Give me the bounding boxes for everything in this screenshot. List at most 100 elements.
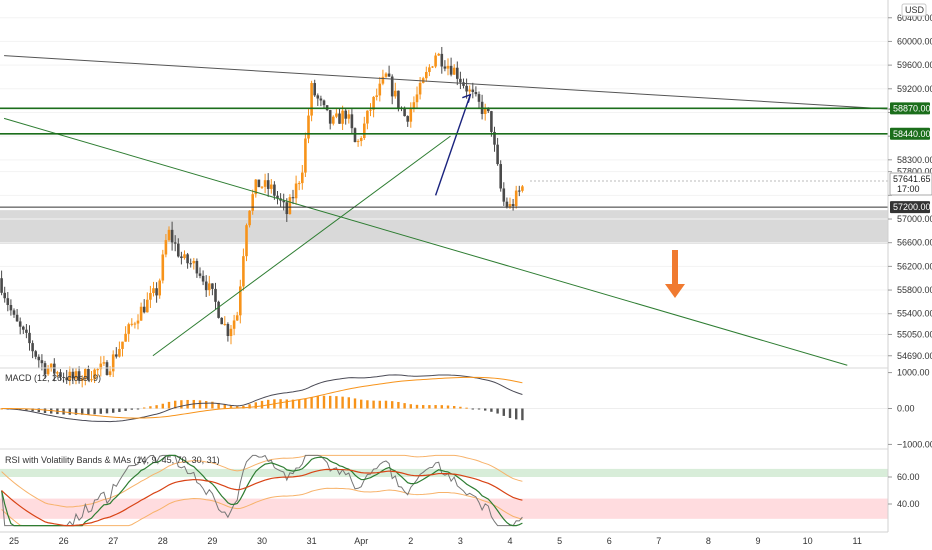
- macd-histogram-bar: [130, 408, 133, 410]
- rsi-pane[interactable]: RSI with Volatility Bands & MAs (14, 9, …: [0, 454, 888, 527]
- candle-body: [40, 360, 44, 364]
- macd-histogram-bar: [198, 400, 202, 409]
- time-tick-label: 29: [207, 536, 217, 546]
- price-pane[interactable]: [0, 17, 897, 388]
- candle-body: [297, 183, 301, 185]
- candle-body: [111, 354, 115, 372]
- macd-histogram-bar: [508, 408, 512, 418]
- macd-histogram-bar: [329, 395, 332, 409]
- candle-body: [74, 371, 78, 379]
- candle-body: [118, 348, 121, 357]
- macd-histogram-bar: [465, 407, 468, 409]
- macd-histogram-bar: [304, 398, 307, 409]
- candle-body: [446, 65, 450, 69]
- macd-histogram-bar: [112, 408, 115, 413]
- candle-body: [313, 83, 316, 96]
- rsi-tick-labels: 60.00 40.00: [888, 472, 920, 509]
- macd-histogram-bar: [242, 405, 245, 409]
- signal-line: [1, 376, 523, 419]
- candle-body: [161, 254, 165, 281]
- price-tick-label: 59600.00: [897, 60, 932, 70]
- candle-body: [437, 53, 440, 56]
- price-tick-label: 60400.00: [897, 13, 932, 23]
- candle-body: [9, 305, 13, 311]
- macd-histogram-bar: [211, 401, 214, 409]
- price-tick-label: 54690.00: [897, 351, 932, 361]
- candle-body: [328, 110, 332, 124]
- candle-body: [338, 113, 341, 124]
- arrow-head-icon: [462, 93, 472, 103]
- candle-body: [77, 371, 81, 381]
- candle-body: [164, 240, 168, 255]
- price-level-tag: [890, 127, 930, 140]
- candle-body: [3, 292, 6, 299]
- macd-pane[interactable]: MACD (12, 26, close, 9): [0, 373, 888, 423]
- candle-body: [208, 283, 211, 291]
- candle-body: [158, 280, 161, 296]
- macd-histogram-bar: [453, 406, 456, 409]
- price-gridlines: [0, 17, 888, 357]
- macd-histogram-bar: [155, 405, 158, 409]
- candle-body: [415, 94, 419, 103]
- price-tick-label: 56600.00: [897, 238, 932, 248]
- candle-body: [263, 180, 267, 187]
- candle-body: [505, 201, 509, 207]
- time-tick-label: 5: [557, 536, 562, 546]
- macd-histogram-bar: [254, 402, 257, 409]
- candle-body: [0, 278, 3, 293]
- macd-histogram-bar: [81, 408, 84, 415]
- macd-histogram-bar: [515, 408, 518, 420]
- macd-histogram-bar: [31, 408, 34, 412]
- candle-body: [347, 114, 351, 119]
- macd-histogram-bar: [397, 401, 400, 409]
- projection-arrow: [434, 94, 471, 196]
- macd-histogram-bar: [477, 408, 481, 410]
- macd-histogram-bar: [267, 399, 270, 409]
- candle-body: [375, 95, 378, 97]
- candle-body: [304, 138, 307, 173]
- candle-body: [273, 184, 276, 196]
- candle-body: [462, 82, 465, 86]
- candle-body: [301, 172, 304, 184]
- price-axis[interactable]: 60400.00 60000.00 59600.00 59200.00 58300.00…: [887, 0, 932, 532]
- candle-body: [456, 67, 459, 79]
- macd-histogram-bar: [68, 408, 71, 415]
- macd-tick-label: 0.00: [897, 404, 915, 414]
- macd-histogram-bar: [434, 405, 437, 409]
- candle-body: [46, 368, 50, 375]
- candle-body: [514, 190, 518, 207]
- trendline: [3, 117, 848, 366]
- candle-body: [71, 371, 75, 379]
- candle-body: [65, 377, 68, 381]
- candle-body: [6, 298, 10, 306]
- time-axis[interactable]: 25 26 27 28 29 30 31 Apr 2 3 4 5 6 7 8 9 10 11: [0, 531, 888, 546]
- time-tick-label: 2: [408, 536, 413, 546]
- candle-body: [242, 256, 245, 287]
- currency-badge[interactable]: USD: [901, 3, 927, 17]
- candle-body: [310, 83, 313, 116]
- macd-histogram-bar: [205, 401, 208, 409]
- macd-histogram-bar: [236, 406, 239, 409]
- down-arrow-head: [665, 284, 685, 298]
- price-tick-label: 56200.00: [897, 261, 932, 271]
- candle-body: [211, 283, 214, 289]
- candle-body: [180, 256, 183, 259]
- macd-histogram: [0, 395, 524, 421]
- rsi-slow-ma: [1, 468, 523, 527]
- candle-body: [251, 194, 254, 211]
- candle-body: [152, 288, 155, 294]
- candle-body: [192, 260, 196, 264]
- candle-body: [198, 273, 202, 276]
- macd-tick-label: −1000.00: [897, 439, 932, 449]
- macd-histogram-bar: [136, 408, 140, 410]
- candle-body: [285, 202, 289, 215]
- candle-body: [487, 107, 490, 112]
- macd-histogram-bar: [174, 400, 177, 409]
- macd-histogram-bar: [180, 400, 183, 409]
- macd-histogram-bar: [459, 406, 462, 409]
- candle-body: [387, 73, 391, 77]
- candle-body: [22, 326, 25, 330]
- candle-body: [381, 76, 385, 84]
